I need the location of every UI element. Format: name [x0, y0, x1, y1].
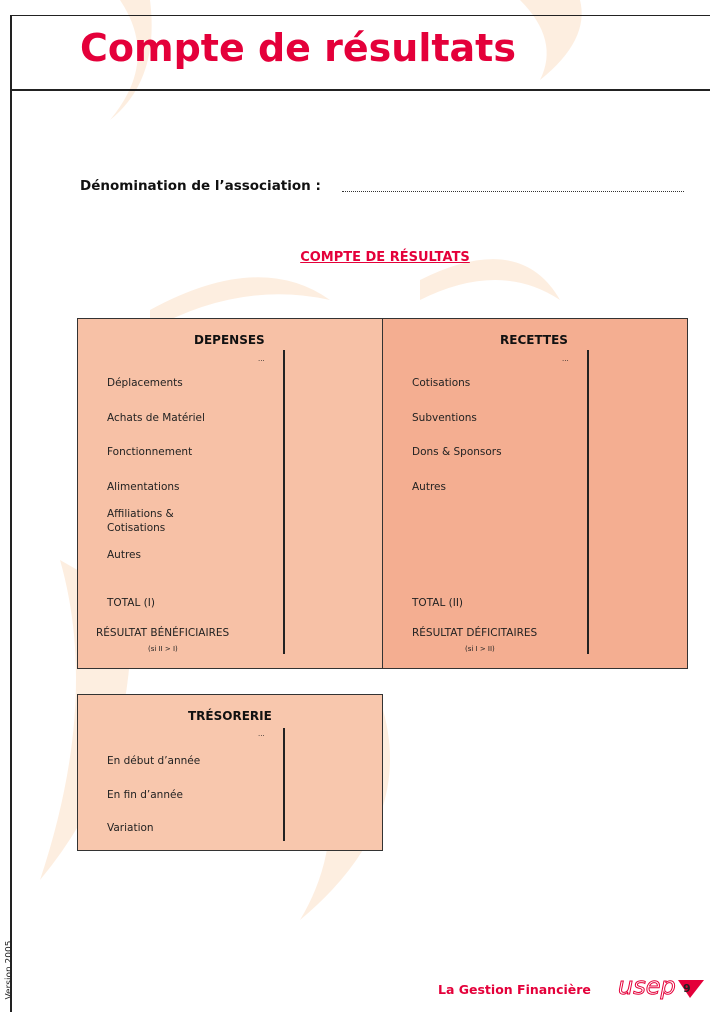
recettes-box [382, 318, 688, 669]
item: Dons & Sponsors [412, 446, 502, 458]
result: RÉSULTAT BÉNÉFICIAIRES [96, 627, 230, 639]
column-line [283, 728, 285, 841]
condition: (si I > II) [465, 645, 495, 653]
item: En fin d’année [107, 789, 183, 801]
logo-flag [678, 980, 704, 998]
version: Version 2005 [4, 940, 15, 1000]
title: Compte de résultats [80, 26, 516, 70]
result: RÉSULTAT DÉFICITAIRES [412, 627, 538, 639]
denomination-label: Dénomination de l’association : [80, 178, 321, 194]
header-rule [10, 89, 710, 91]
item: Cotisations [412, 377, 471, 389]
heading: DEPENSES [194, 333, 265, 347]
tresorerie-box [77, 694, 383, 851]
heading: RECETTES [500, 333, 568, 347]
dots: ... [258, 355, 265, 363]
item: En début d’année [107, 755, 201, 767]
left-border [10, 15, 12, 1012]
total: TOTAL (I) [107, 597, 155, 609]
item: Subventions [412, 412, 477, 424]
footer-section: La Gestion Financière [438, 982, 591, 997]
section-title: COMPTE DE RÉSULTATS [300, 250, 470, 265]
total: TOTAL (II) [412, 597, 464, 609]
condition: (si II > I) [148, 645, 178, 653]
page-number: 9 [683, 982, 691, 995]
item: Affiliations & Cotisations [107, 508, 174, 534]
column-line [283, 350, 285, 654]
column-line [587, 350, 589, 654]
item: Alimentations [107, 481, 180, 493]
dots: ... [562, 355, 569, 363]
item: Variation [107, 822, 154, 834]
top-border [10, 15, 710, 16]
dots: ... [258, 730, 265, 738]
dotted-line [342, 191, 684, 192]
item: Fonctionnement [107, 446, 193, 458]
depenses-box [77, 318, 383, 669]
item: Autres [412, 481, 446, 493]
item: Achats de Matériel [107, 412, 205, 424]
heading: TRÉSORERIE [188, 709, 272, 723]
item: Déplacements [107, 377, 183, 389]
logo: usep [618, 972, 677, 1001]
item: Autres [107, 549, 141, 561]
